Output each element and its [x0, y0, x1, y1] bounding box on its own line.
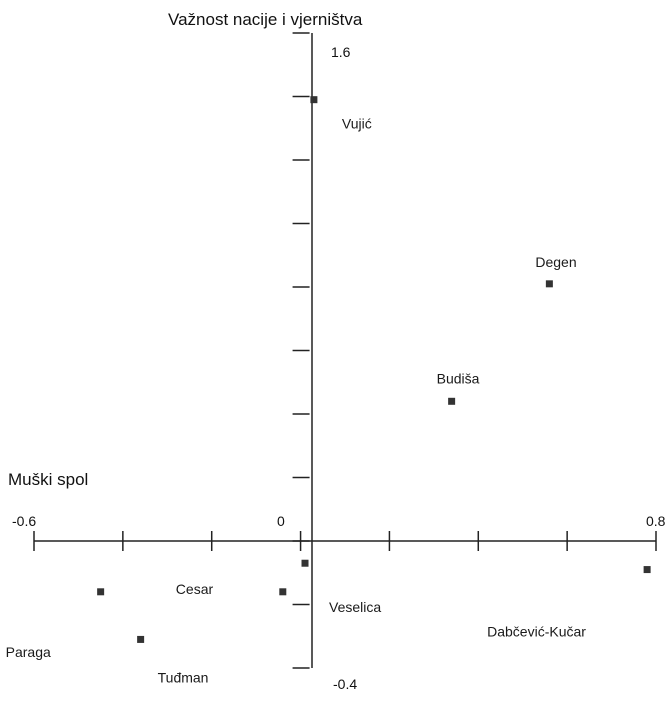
y-tick-label-min: -0.4	[333, 676, 357, 692]
data-points	[97, 96, 651, 643]
point-label: Tuđman	[158, 669, 209, 685]
point-label: Veselica	[329, 599, 381, 615]
point-labels: Vujić Degen Budiša Dabčević-Kučar Veselica Ce…	[6, 116, 587, 686]
data-point	[279, 588, 287, 596]
data-point	[448, 397, 456, 405]
point-label: Paraga	[6, 644, 51, 660]
data-point	[301, 559, 309, 567]
y-ticks	[292, 32, 310, 669]
data-point	[643, 566, 651, 574]
x-tick-label-max: 0.8	[646, 513, 666, 529]
point-label: Degen	[535, 254, 576, 270]
x-tick-label-zero: 0	[277, 513, 285, 529]
data-point	[545, 280, 553, 288]
data-point	[137, 635, 145, 643]
data-point	[310, 96, 318, 104]
y-axis-title: Važnost nacije i vjerništva	[168, 10, 363, 29]
y-tick-label-max: 1.6	[331, 44, 351, 60]
point-label: Dabčević-Kučar	[487, 624, 586, 640]
x-axis-title: Muški spol	[8, 470, 88, 489]
point-label: Cesar	[176, 581, 214, 597]
point-label: Vujić	[342, 116, 372, 132]
x-tick-label-min: -0.6	[12, 513, 36, 529]
data-point	[97, 588, 105, 596]
point-label: Budiša	[437, 370, 480, 386]
